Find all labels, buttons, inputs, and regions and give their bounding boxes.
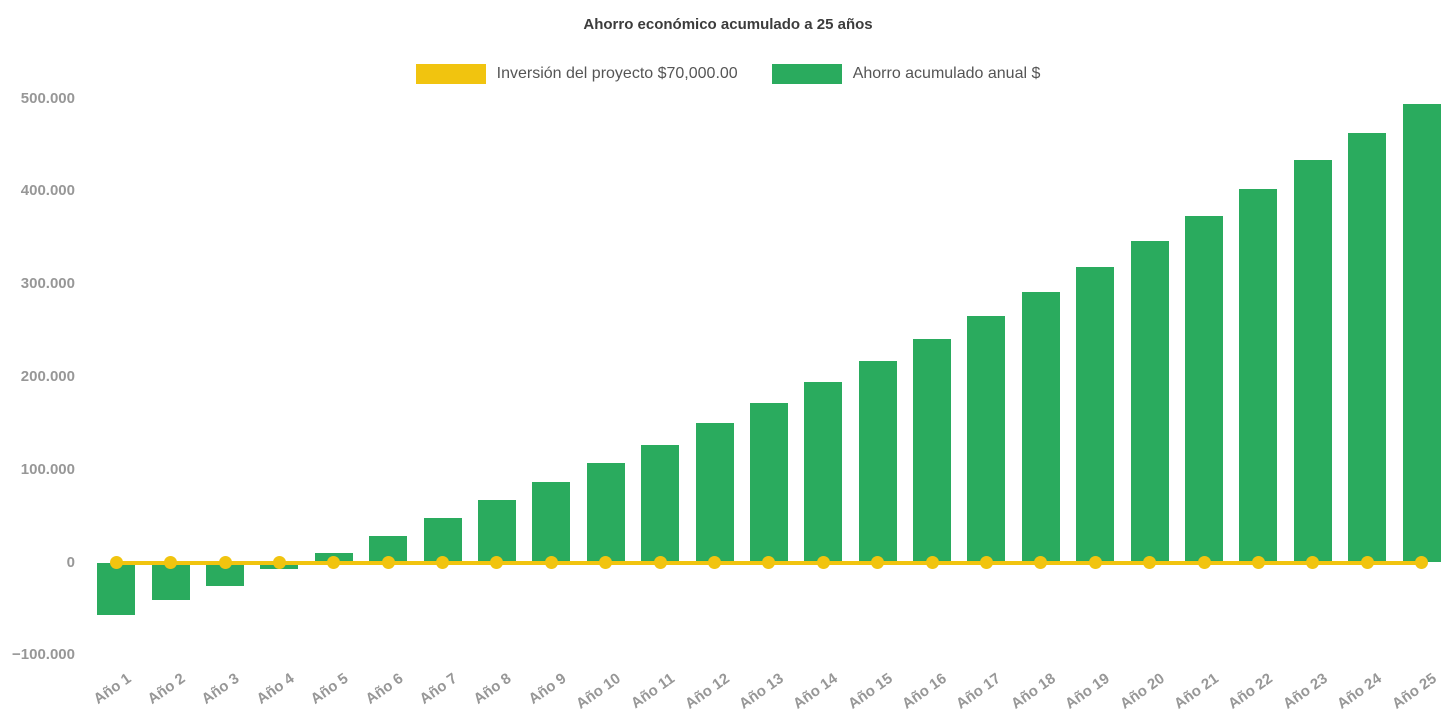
x-axis-label: Año 13: [735, 670, 787, 713]
legend: Inversión del proyecto $70,000.00 Ahorro…: [0, 64, 1456, 84]
x-axis-label: Año 16: [899, 670, 950, 713]
savings-bar: [804, 382, 843, 563]
y-axis-label: 500.000: [20, 89, 75, 107]
y-axis-label: 200.000: [20, 367, 75, 385]
savings-bar: [749, 403, 788, 563]
investment-line-marker: [272, 556, 286, 569]
x-axis-label: Año 8: [470, 670, 515, 708]
savings-bar: [1348, 133, 1387, 563]
investment-line-marker: [218, 556, 232, 569]
savings-bar: [695, 423, 734, 563]
savings-bar: [97, 562, 136, 615]
investment-line-marker: [979, 556, 993, 569]
y-axis-label: 400.000: [20, 182, 75, 200]
savings-bar: [1076, 267, 1115, 563]
x-axis-label: Año 12: [681, 670, 733, 713]
x-axis-label: Año 9: [525, 670, 570, 708]
x-axis-label: Año 17: [953, 670, 1005, 713]
investment-line-marker: [490, 556, 504, 569]
investment-line-marker: [1143, 556, 1157, 569]
x-axis-label: Año 7: [416, 670, 461, 708]
investment-swatch: [415, 64, 486, 84]
savings-bar: [532, 482, 571, 563]
chart-title: Ahorro económico acumulado a 25 años: [583, 16, 873, 33]
legend-item-investment: Inversión del proyecto $70,000.00: [415, 64, 738, 84]
x-axis-label: Año 2: [144, 670, 189, 708]
x-axis-label: Año 14: [790, 670, 842, 713]
investment-line-marker: [381, 556, 395, 569]
x-axis-label: Año 25: [1388, 670, 1440, 713]
y-axis-label: 0: [66, 553, 75, 571]
investment-line-marker: [164, 556, 178, 569]
x-axis-label: Año 22: [1225, 670, 1277, 713]
x-axis-label: Año 20: [1116, 670, 1168, 713]
savings-bar: [1130, 241, 1169, 563]
legend-label-investment: Inversión del proyecto $70,000.00: [496, 65, 738, 82]
savings-swatch: [771, 64, 842, 84]
x-axis-label: Año 23: [1279, 670, 1331, 713]
savings-bar: [967, 315, 1006, 563]
investment-line-marker: [1415, 556, 1429, 569]
x-axis-label: Año 24: [1334, 670, 1385, 713]
investment-line-marker: [871, 556, 885, 569]
x-axis-label: Año 18: [1007, 670, 1059, 713]
x-axis-label: Año 3: [198, 670, 243, 708]
savings-bar: [1021, 291, 1060, 563]
x-axis-label: Año 6: [362, 670, 406, 708]
legend-label-savings: Ahorro acumulado anual $: [852, 65, 1041, 82]
savings-bar: [206, 562, 245, 586]
x-axis-label: Año 1: [90, 670, 135, 708]
savings-bar: [641, 445, 680, 563]
investment-line-marker: [1034, 556, 1048, 569]
savings-bar: [1293, 160, 1332, 563]
y-axis-label: −100.000: [12, 646, 75, 664]
x-axis-label: Año 10: [572, 670, 624, 713]
investment-line-marker: [1251, 556, 1265, 569]
investment-line-marker: [1360, 556, 1374, 569]
investment-line-marker: [436, 556, 450, 569]
savings-bar: [423, 518, 462, 563]
savings-bar: [1402, 103, 1441, 563]
savings-bar: [586, 463, 625, 563]
investment-line-marker: [1197, 556, 1211, 569]
savings-bar: [477, 499, 516, 563]
x-axis-label: Año 19: [1062, 670, 1113, 713]
investment-line-marker: [599, 556, 613, 569]
y-axis-label: 100.000: [20, 460, 75, 478]
investment-line-marker: [762, 556, 776, 569]
x-axis-label: Año 4: [253, 670, 298, 708]
savings-bar: [858, 361, 897, 563]
investment-line-marker: [816, 556, 830, 569]
savings-bar: [913, 339, 952, 563]
savings-bar: [1185, 215, 1223, 563]
legend-item-savings: Ahorro acumulado anual $: [771, 64, 1041, 84]
investment-line-marker: [544, 556, 558, 569]
y-axis-label: 300.000: [20, 275, 75, 293]
x-axis-label: Año 5: [307, 670, 352, 708]
x-axis-label: Año 15: [844, 670, 896, 713]
investment-line-marker: [653, 556, 667, 569]
x-axis-label: Año 21: [1171, 670, 1222, 713]
investment-line-marker: [1306, 556, 1320, 569]
savings-bar: [1239, 188, 1278, 563]
investment-line-marker: [109, 556, 123, 569]
investment-line-marker: [708, 556, 722, 569]
investment-line-marker: [327, 556, 341, 569]
investment-line-marker: [925, 556, 939, 569]
investment-line-marker: [1088, 556, 1102, 569]
x-axis-label: Año 11: [627, 670, 678, 713]
